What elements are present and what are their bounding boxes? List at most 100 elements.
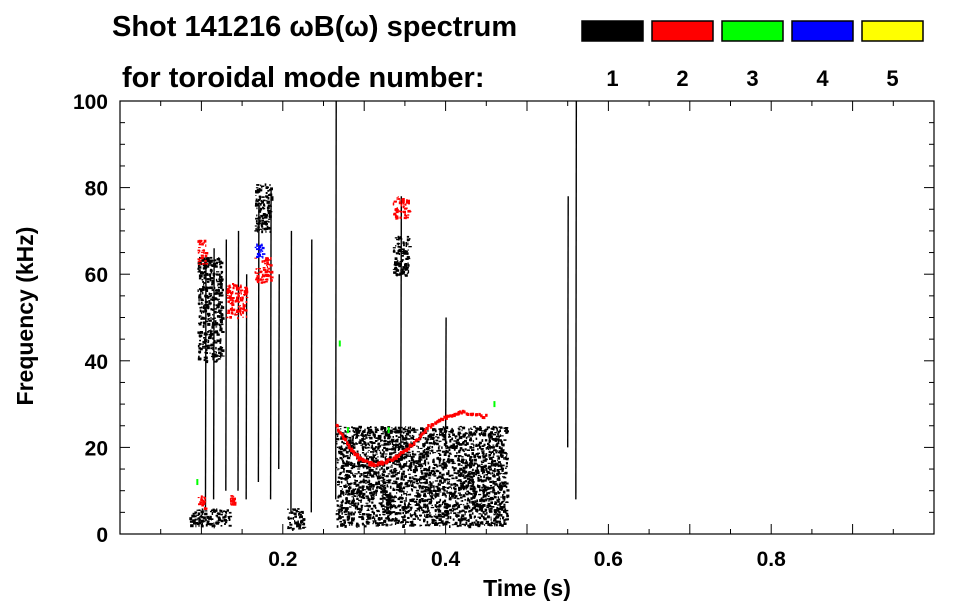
spectrum-speck <box>220 509 223 513</box>
spectrum-speck <box>422 499 426 503</box>
spectrum-speck <box>402 507 406 511</box>
spectrum-speck <box>254 272 258 274</box>
spectrum-speck <box>192 519 195 522</box>
spectrum-speck <box>496 442 500 445</box>
spectrum-speck <box>214 511 216 513</box>
spectrum-speck <box>405 445 408 448</box>
spectrum-speck <box>387 460 391 463</box>
spectrum-speck <box>498 503 503 505</box>
spectrum-speck <box>367 446 370 449</box>
spectrum-speck <box>488 445 491 447</box>
spectrum-speck <box>198 239 202 243</box>
spectrum-speck <box>489 485 493 487</box>
spectrum-speck <box>482 456 485 459</box>
spectrum-speck <box>459 524 462 527</box>
spectrum-streak <box>257 204 260 483</box>
spectrum-speck <box>378 445 382 448</box>
spectrum-speck <box>495 427 498 430</box>
spectrum-speck <box>227 516 231 519</box>
spectrum-speck <box>336 461 339 464</box>
spectrum-speck <box>356 450 359 453</box>
mode-curve-speck <box>370 461 373 464</box>
spectrum-speck <box>496 521 499 523</box>
spectrum-speck <box>216 332 219 335</box>
spectrum-speck <box>498 476 501 479</box>
spectrum-speck <box>372 487 374 490</box>
spectrum-speck <box>505 482 509 485</box>
spectrum-speck <box>487 495 490 497</box>
spectrum-speck <box>350 450 353 454</box>
spectrum-speck <box>239 297 242 300</box>
spectrum-speck <box>366 432 369 435</box>
spectrum-speck <box>200 271 203 274</box>
spectrum-speck <box>367 466 372 469</box>
spectrum-speck <box>401 255 404 257</box>
spectrum-speck <box>221 331 225 333</box>
spectrum-speck <box>265 227 268 230</box>
spectrum-speck <box>259 244 263 247</box>
spectrum-speck <box>367 508 370 510</box>
spectrum-speck <box>417 493 421 496</box>
spectrum-speck <box>439 440 442 442</box>
spectrum-speck <box>219 327 223 330</box>
spectrum-speck <box>454 495 458 498</box>
spectrum-speck <box>501 469 504 472</box>
spectrum-speck <box>203 274 206 277</box>
spectrum-speck <box>437 488 440 491</box>
spectrum-speck <box>462 485 466 489</box>
spectrum-speck <box>352 427 356 430</box>
spectrum-speck <box>500 509 504 511</box>
spectrum-speck <box>416 507 420 510</box>
spectrum-speck <box>255 220 258 223</box>
spectrum-speck <box>199 348 203 351</box>
spectrum-speck <box>363 474 365 478</box>
spectrum-speck <box>496 455 500 457</box>
spectrum-speck <box>402 487 405 489</box>
spectrum-speck <box>220 519 224 523</box>
spectrum-speck <box>228 519 230 521</box>
spectrum-speck <box>398 447 401 451</box>
spectrum-speck <box>200 274 203 278</box>
spectrum-speck <box>383 444 386 446</box>
spectrum-speck <box>201 503 204 507</box>
spectrum-speck <box>353 482 357 485</box>
spectrum-speck <box>427 454 430 458</box>
spectrum-speck <box>498 446 501 449</box>
spectrum-speck <box>214 308 217 310</box>
mode-curve-speck <box>376 463 380 467</box>
spectrum-speck <box>292 517 295 520</box>
spectrum-speck <box>441 512 445 516</box>
spectrum-speck <box>452 504 456 506</box>
spectrum-speck <box>218 309 221 313</box>
spectrum-speck <box>199 241 202 244</box>
spectrum-speck <box>356 507 360 511</box>
spectrum-speck <box>499 484 503 487</box>
spectrum-speck <box>338 510 341 514</box>
spectrum-speck <box>474 500 476 502</box>
spectrum-speck <box>209 522 213 526</box>
spectrum-speck <box>395 273 399 276</box>
spectrum-speck <box>481 499 485 502</box>
spectrum-speck <box>203 263 207 267</box>
spectrum-speck <box>505 465 508 468</box>
spectrum-streak <box>278 274 280 470</box>
spectrum-speck <box>229 316 232 319</box>
spectrum-speck <box>370 495 373 498</box>
spectrum-speck <box>219 293 222 295</box>
spectrum-speck <box>215 341 218 344</box>
spectrum-speck <box>468 510 472 511</box>
spectrum-speck <box>335 438 340 441</box>
spectrum-speck <box>200 271 202 273</box>
spectrum-speck <box>403 514 406 518</box>
spectrum-speck <box>439 498 442 501</box>
spectrum-speck <box>360 444 363 446</box>
spectrum-speck <box>342 519 346 521</box>
spectrum-speck <box>442 460 445 462</box>
mode-curve-speck <box>424 428 427 432</box>
spectrum-speck <box>345 470 349 472</box>
mode-curve-speck <box>348 446 351 450</box>
spectrum-speck <box>255 277 259 281</box>
spectrum-speck <box>394 257 398 260</box>
spectrum-speck <box>198 509 201 511</box>
spectrum-speck <box>427 434 430 438</box>
